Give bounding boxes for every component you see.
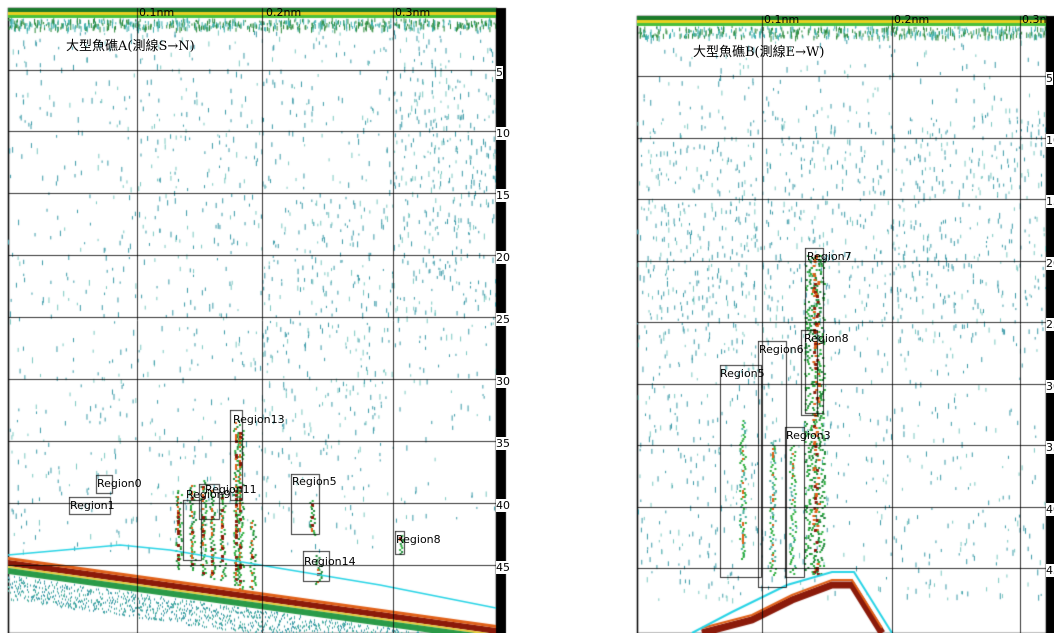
distance-label-a-2: 0.3nm — [395, 6, 431, 19]
depth-label-a-5: 30 — [496, 375, 510, 388]
region-label-a-region11: Region11 — [205, 483, 257, 496]
distance-label-b-0: 0.1nm — [764, 13, 800, 26]
region-label-a-region13: Region13 — [233, 413, 285, 426]
depth-label-b-1: 10 — [1046, 134, 1054, 147]
region-label-b-region8: Region8 — [804, 332, 849, 345]
distance-label-b-1: 0.2nm — [894, 13, 930, 26]
depth-label-a-8: 45 — [496, 561, 510, 574]
depth-label-b-6: 35 — [1046, 441, 1054, 454]
region-label-a-region14: Region14 — [304, 555, 356, 568]
echogram-canvas-b — [632, 0, 1054, 633]
depth-label-b-7: 40 — [1046, 503, 1054, 516]
depth-label-b-4: 25 — [1046, 318, 1054, 331]
distance-label-a-0: 0.1nm — [139, 6, 175, 19]
region-label-a-region8: Region8 — [396, 533, 441, 546]
distance-label-a-1: 0.2nm — [266, 6, 302, 19]
depth-label-a-1: 10 — [496, 127, 510, 140]
panel-b-title: 大型魚礁B(測線E→W) — [693, 45, 825, 60]
depth-label-b-0: 5 — [1046, 72, 1053, 85]
region-label-b-region5: Region5 — [720, 367, 765, 380]
depth-label-a-0: 5 — [496, 66, 503, 79]
depth-label-a-6: 35 — [496, 437, 510, 450]
region-label-a-region5: Region5 — [292, 475, 337, 488]
panel-a-title: 大型魚礁A(測線S→N) — [66, 39, 195, 54]
depth-label-b-8: 45 — [1046, 564, 1054, 577]
echogram-panel-b: 大型魚礁B(測線E→W) 0.1nm 0.2nm 0.3nm 5 10 15 2… — [632, 0, 1054, 633]
region-label-b-region6: Region6 — [759, 343, 804, 356]
echogram-panel-a: 大型魚礁A(測線S→N) 0.1nm 0.2nm 0.3nm 5 10 15 2… — [0, 0, 510, 633]
echogram-canvas-a — [0, 0, 510, 633]
depth-label-b-2: 15 — [1046, 195, 1054, 208]
depth-label-a-3: 20 — [496, 251, 510, 264]
depth-label-a-4: 25 — [496, 313, 510, 326]
region-label-a-region9: Region9 — [186, 488, 231, 501]
region-label-a-region1: Region1 — [70, 499, 115, 512]
depth-label-b-5: 30 — [1046, 380, 1054, 393]
depth-label-b-3: 20 — [1046, 257, 1054, 270]
depth-label-a-7: 40 — [496, 499, 510, 512]
region-label-b-region7: Region7 — [807, 250, 852, 263]
depth-label-a-2: 15 — [496, 189, 510, 202]
distance-label-b-2: 0.3nm — [1022, 13, 1054, 26]
region-label-b-region3: Region3 — [786, 429, 831, 442]
region-label-a-region0: Region0 — [97, 477, 142, 490]
